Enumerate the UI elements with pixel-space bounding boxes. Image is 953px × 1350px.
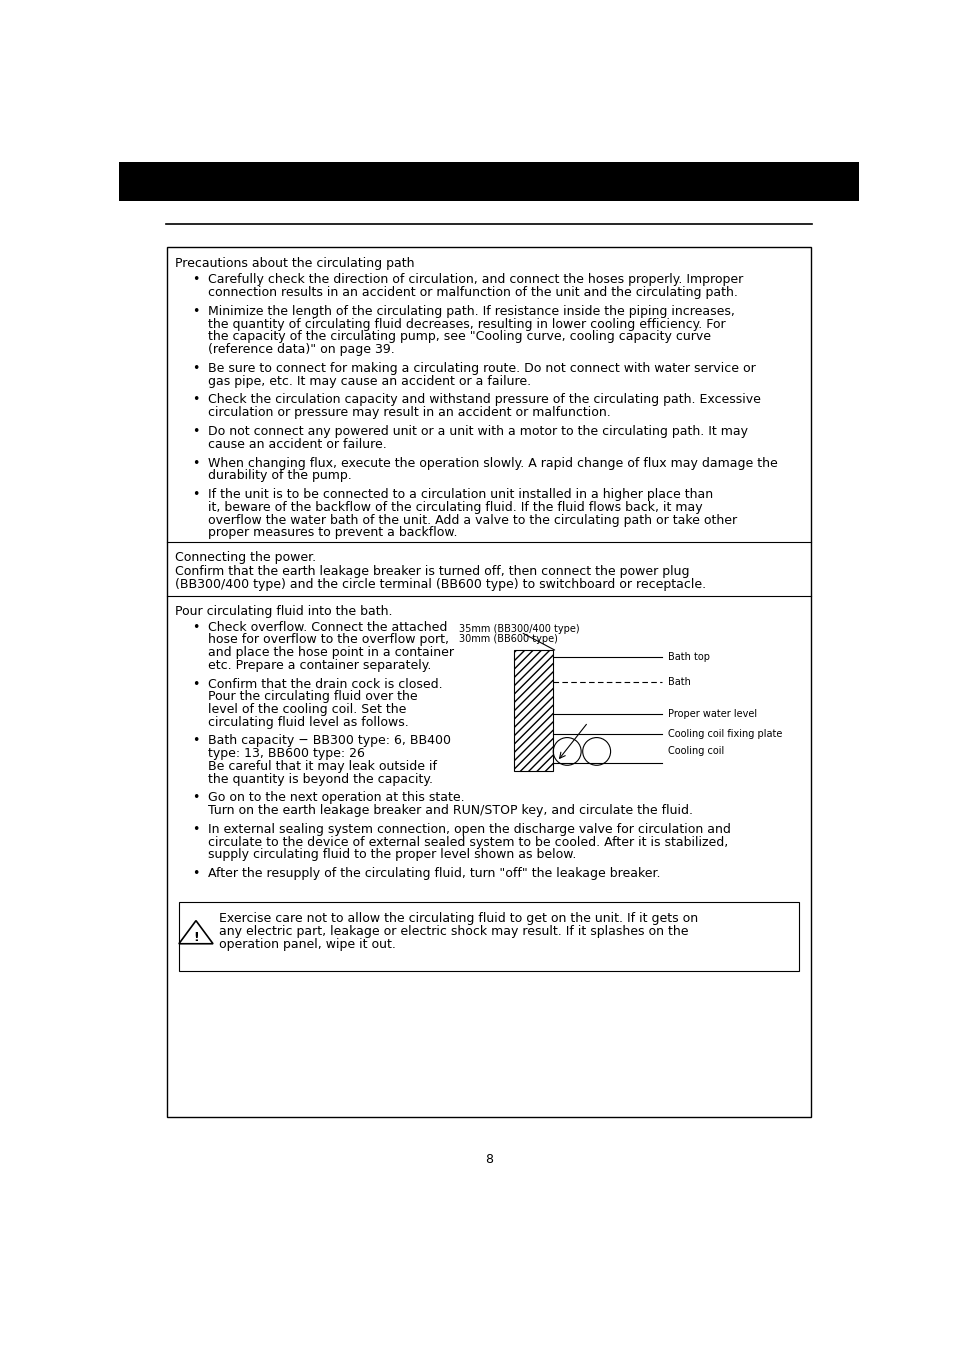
Text: gas pipe, etc. It may cause an accident or a failure.: gas pipe, etc. It may cause an accident … [208,374,530,387]
Text: supply circulating fluid to the proper level shown as below.: supply circulating fluid to the proper l… [208,848,576,861]
Text: Bath: Bath [667,678,690,687]
Text: Connecting the power.: Connecting the power. [174,551,315,564]
Text: After the resupply of the circulating fluid, turn "off" the leakage breaker.: After the resupply of the circulating fl… [208,867,659,880]
Text: Carefully check the direction of circulation, and connect the hoses properly. Im: Carefully check the direction of circula… [208,273,742,286]
Text: Be careful that it may leak outside if: Be careful that it may leak outside if [208,760,436,774]
Text: Confirm that the drain cock is closed.: Confirm that the drain cock is closed. [208,678,442,690]
Text: Bath top: Bath top [667,652,709,663]
Text: Do not connect any powered unit or a unit with a motor to the circulating path. : Do not connect any powered unit or a uni… [208,425,747,437]
Text: and place the hose point in a container: and place the hose point in a container [208,645,453,659]
Text: Turn on the earth leakage breaker and RUN/STOP key, and circulate the fluid.: Turn on the earth leakage breaker and RU… [208,805,692,817]
Text: it, beware of the backflow of the circulating fluid. If the fluid flows back, it: it, beware of the backflow of the circul… [208,501,701,514]
Text: •: • [192,456,199,470]
Text: type: 13, BB600 type: 26: type: 13, BB600 type: 26 [208,747,364,760]
Bar [119,162,858,201]
Text: the quantity is beyond the capacity.: the quantity is beyond the capacity. [208,772,432,786]
Text: •: • [192,273,199,286]
Text: durability of the pump.: durability of the pump. [208,470,351,482]
Text: •: • [192,621,199,633]
Text: (BB300/400 type) and the circle terminal (BB600 type) to switchboard or receptac: (BB300/400 type) and the circle terminal… [174,578,705,591]
Text: proper measures to prevent a backflow.: proper measures to prevent a backflow. [208,526,456,539]
Text: •: • [192,824,199,836]
Text: hose for overflow to the overflow port,: hose for overflow to the overflow port, [208,633,448,647]
Text: (reference data)" on page 39.: (reference data)" on page 39. [208,343,394,356]
Text: 35mm (BB300/400 type): 35mm (BB300/400 type) [458,625,578,634]
Bar [179,902,798,971]
Text: Pour the circulating fluid over the: Pour the circulating fluid over the [208,690,416,703]
Text: operation panel, wipe it out.: operation panel, wipe it out. [219,938,395,950]
Text: 8: 8 [484,1153,493,1165]
Text: 30mm (BB600 type): 30mm (BB600 type) [458,633,557,644]
Text: Bath capacity − BB300 type: 6, BB400: Bath capacity − BB300 type: 6, BB400 [208,734,450,748]
Text: circulation or pressure may result in an accident or malfunction.: circulation or pressure may result in an… [208,406,610,418]
Text: Check overflow. Connect the attached: Check overflow. Connect the attached [208,621,447,633]
Text: •: • [192,734,199,748]
Text: In external sealing system connection, open the discharge valve for circulation : In external sealing system connection, o… [208,824,730,836]
Text: Pour circulating fluid into the bath.: Pour circulating fluid into the bath. [174,605,392,618]
Text: •: • [192,305,199,317]
Text: !: ! [193,931,198,944]
Text: Exercise care not to allow the circulating fluid to get on the unit. If it gets : Exercise care not to allow the circulati… [219,913,698,925]
Text: Confirm that the earth leakage breaker is turned off, then connect the power plu: Confirm that the earth leakage breaker i… [174,566,689,579]
Text: •: • [192,867,199,880]
Text: When changing flux, execute the operation slowly. A rapid change of flux may dam: When changing flux, execute the operatio… [208,456,777,470]
Text: cause an accident or failure.: cause an accident or failure. [208,437,386,451]
Text: •: • [192,489,199,501]
Bar [167,247,810,1116]
Text: •: • [192,791,199,805]
Text: the quantity of circulating fluid decreases, resulting in lower cooling efficien: the quantity of circulating fluid decrea… [208,317,724,331]
Text: Precautions about the circulating path: Precautions about the circulating path [174,258,415,270]
Text: Be sure to connect for making a circulating route. Do not connect with water ser: Be sure to connect for making a circulat… [208,362,755,375]
Text: Proper water level: Proper water level [667,710,757,720]
Text: any electric part, leakage or electric shock may result. If it splashes on the: any electric part, leakage or electric s… [219,925,688,938]
Text: Cooling coil: Cooling coil [667,747,723,756]
Text: the capacity of the circulating pump, see "Cooling curve, cooling capacity curve: the capacity of the circulating pump, se… [208,331,710,343]
Text: etc. Prepare a container separately.: etc. Prepare a container separately. [208,659,431,672]
Text: Cooling coil fixing plate: Cooling coil fixing plate [667,729,781,740]
Text: circulating fluid level as follows.: circulating fluid level as follows. [208,716,408,729]
Text: If the unit is to be connected to a circulation unit installed in a higher place: If the unit is to be connected to a circ… [208,489,712,501]
Text: Check the circulation capacity and withstand pressure of the circulating path. E: Check the circulation capacity and withs… [208,393,760,406]
Text: level of the cooling coil. Set the: level of the cooling coil. Set the [208,703,406,716]
Text: Go on to the next operation at this state.: Go on to the next operation at this stat… [208,791,464,805]
Text: •: • [192,393,199,406]
Text: •: • [192,362,199,375]
Text: •: • [192,425,199,437]
Text: Minimize the length of the circulating path. If resistance inside the piping inc: Minimize the length of the circulating p… [208,305,734,317]
Text: connection results in an accident or malfunction of the unit and the circulating: connection results in an accident or mal… [208,286,737,298]
Text: circulate to the device of external sealed system to be cooled. After it is stab: circulate to the device of external seal… [208,836,727,849]
Text: •: • [192,678,199,690]
Bar [514,649,553,771]
Text: overflow the water bath of the unit. Add a valve to the circulating path or take: overflow the water bath of the unit. Add… [208,513,736,526]
